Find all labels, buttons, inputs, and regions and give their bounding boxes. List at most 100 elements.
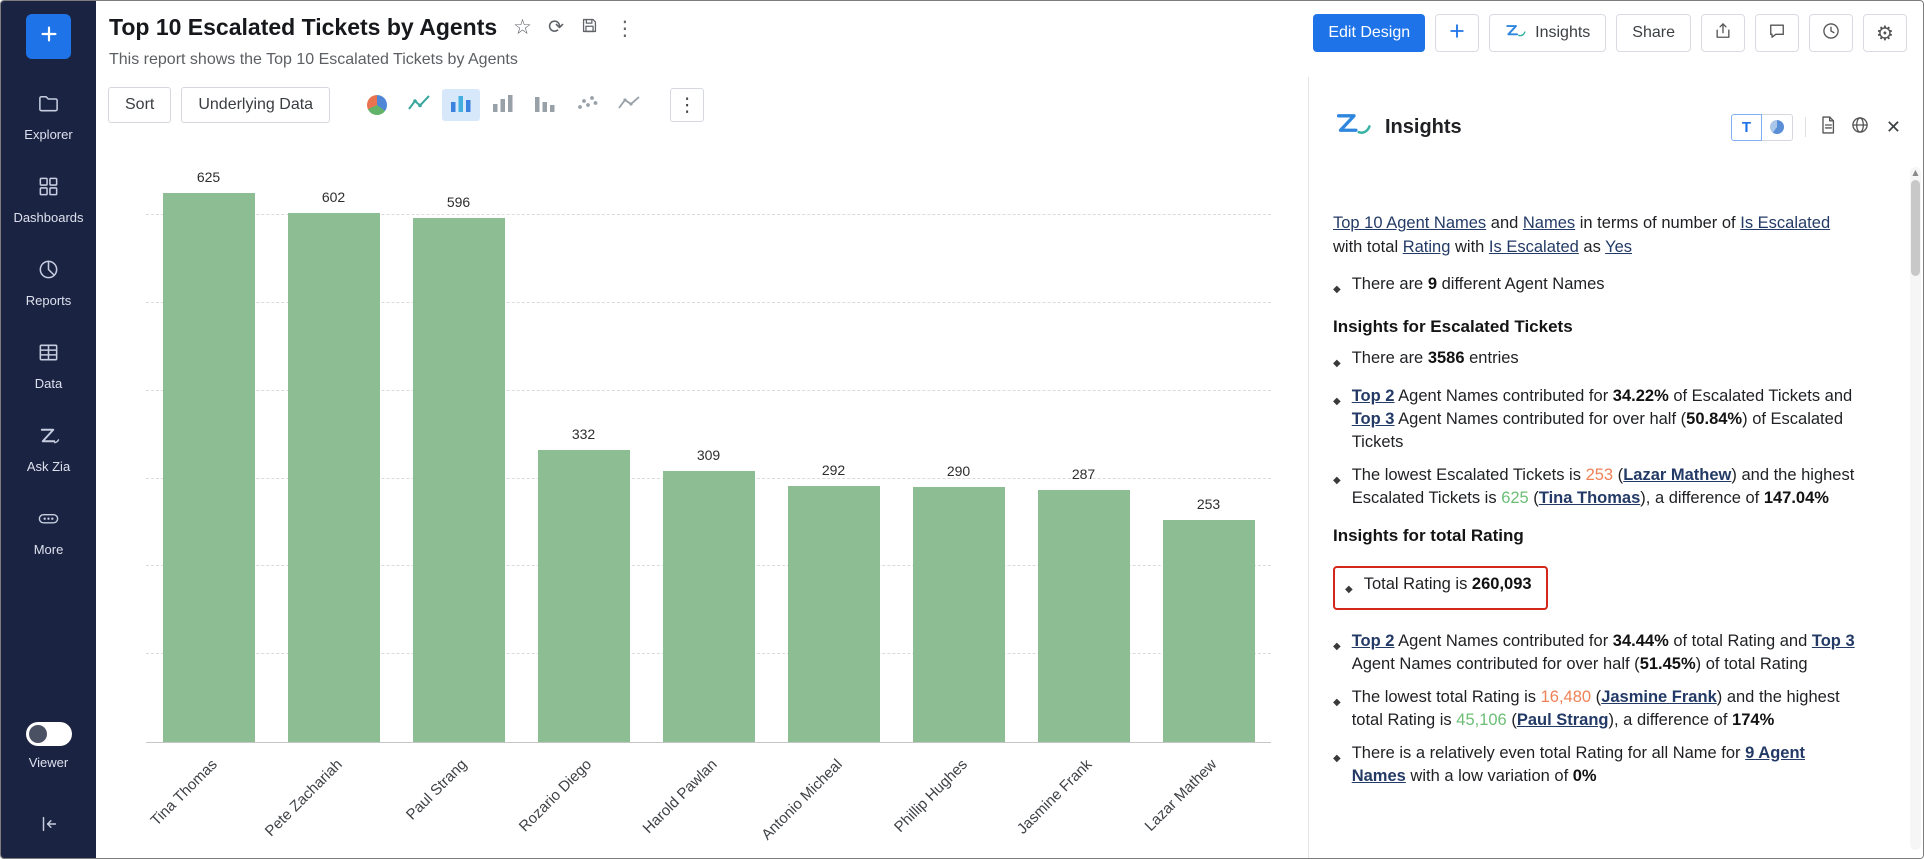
insight-link[interactable]: 9 Agent Names	[1351, 744, 1806, 785]
insight-bullet: ◆ Top 2 Agent Names contributed for 34.44…	[1333, 630, 1877, 676]
history-button[interactable]	[1809, 14, 1853, 52]
bar-slot: 309 Harold Pawlan	[640, 171, 771, 837]
save-button[interactable]	[580, 16, 599, 39]
chart-type-pie-button[interactable]	[358, 89, 396, 121]
chart-type-combo-button[interactable]	[610, 89, 648, 121]
insight-text: There are 3586 entries	[1352, 347, 1519, 375]
insights-button[interactable]: Insights	[1489, 14, 1607, 52]
insights-button-label: Insights	[1535, 24, 1591, 41]
bar-slot: 287 Jasmine Frank	[1014, 171, 1146, 838]
insight-link[interactable]: Yes	[1605, 238, 1633, 256]
favorite-button[interactable]: ☆	[513, 17, 532, 38]
insights-document-button[interactable]	[1818, 115, 1838, 140]
collapse-sidebar-button[interactable]	[1, 813, 96, 840]
underlying-data-button[interactable]: Underlying Data	[181, 87, 331, 123]
insight-link[interactable]: Jasmine Frank	[1601, 688, 1717, 706]
bar-slot: 332 Rozario Diego	[516, 171, 646, 835]
scrollbar-thumb[interactable]	[1911, 180, 1920, 276]
insight-link[interactable]: Names	[1522, 214, 1576, 232]
sidebar-item-ask-zia[interactable]: Ask Zia	[1, 424, 96, 474]
insight-link[interactable]: Tina Thomas	[1538, 489, 1641, 507]
stacked-bar-chart-icon	[533, 92, 557, 119]
export-button[interactable]	[1701, 14, 1745, 52]
insight-link[interactable]: Lazar Mathew	[1623, 466, 1732, 484]
sidebar-item-explorer[interactable]: Explorer	[1, 92, 96, 142]
insight-text-segment: Agent Names contributed for	[1394, 632, 1613, 650]
chart-type-line-button[interactable]	[400, 89, 438, 121]
edit-design-button[interactable]: Edit Design	[1313, 14, 1426, 52]
insight-link[interactable]: Top 2	[1351, 387, 1395, 405]
scrollbar[interactable]: ▲	[1910, 167, 1921, 850]
chart-type-bar-button[interactable]	[442, 89, 481, 121]
sidebar-item-reports[interactable]: Reports	[1, 258, 96, 308]
insight-link[interactable]: Is Escalated	[1488, 238, 1579, 256]
bullet-marker-icon: ◆	[1333, 697, 1341, 708]
bar[interactable]	[662, 470, 755, 742]
chart-type-scatter-button[interactable]	[568, 89, 606, 121]
bullet-marker-icon: ◆	[1333, 475, 1341, 486]
bar[interactable]	[412, 218, 505, 742]
comments-button[interactable]	[1755, 14, 1799, 52]
insight-section-heading: Insights for total Rating	[1333, 526, 1524, 545]
pie-chart-icon	[37, 258, 60, 286]
bar[interactable]	[162, 193, 255, 742]
insight-text: Top 10 Agent Names and Names in terms of…	[1333, 211, 1841, 259]
insights-body: Top 10 Agent Names and Names in terms of…	[1309, 181, 1907, 858]
insight-link[interactable]: Paul Strang	[1516, 711, 1609, 729]
sidebar-item-more[interactable]: More	[1, 507, 96, 557]
zia-logo-icon	[1333, 111, 1375, 143]
sidebar-item-data[interactable]: Data	[1, 341, 96, 391]
insight-link[interactable]: Top 3	[1351, 410, 1395, 428]
toolbar-more-menu-button[interactable]: ⋮	[670, 88, 705, 122]
insight-link[interactable]: Is Escalated	[1740, 214, 1831, 232]
insight-text-segment: ), a difference of	[1608, 711, 1733, 729]
insight-text-segment: ) of Escalated Tickets	[1351, 410, 1843, 451]
chart-type-stacked-bar-button[interactable]	[526, 89, 564, 121]
header-actions: Edit Design Insights Share	[1313, 14, 1907, 52]
pie-chart-icon	[1769, 120, 1784, 134]
insight-text-segment: 260,093	[1471, 575, 1532, 593]
insight-link[interactable]: Top 10 Agent Names	[1333, 214, 1487, 232]
add-button[interactable]	[1435, 14, 1480, 52]
insights-language-button[interactable]	[1850, 115, 1870, 140]
bar[interactable]	[287, 213, 380, 742]
sort-button[interactable]: Sort	[108, 87, 172, 123]
title-more-menu-button[interactable]: ⋮	[615, 18, 635, 38]
share-button[interactable]: Share	[1616, 14, 1691, 52]
bullet-marker-icon: ◆	[1333, 753, 1341, 764]
bar-value-label: 596	[446, 194, 471, 211]
bar[interactable]	[537, 450, 630, 742]
bar[interactable]	[787, 485, 880, 742]
insight-bullet: ◆ Top 2 Agent Names contributed for 34.22…	[1333, 385, 1877, 454]
scatter-chart-icon	[575, 92, 599, 119]
insight-text-segment: of Escalated Tickets and	[1668, 387, 1853, 405]
text-view-toggle-button[interactable]: T	[1730, 113, 1762, 141]
insight-text-segment: The lowest total Rating is	[1351, 688, 1541, 706]
bar[interactable]	[912, 487, 1005, 742]
x-axis-label: Lazar Mathew	[1141, 756, 1221, 835]
insight-text-segment: 45,106	[1456, 711, 1507, 729]
scroll-up-arrow-icon[interactable]: ▲	[1912, 168, 1919, 177]
settings-button[interactable]: ⚙	[1863, 14, 1907, 52]
chart-type-column-button[interactable]	[484, 89, 522, 121]
insight-text-segment: 16,480	[1540, 688, 1592, 706]
bar[interactable]	[1037, 489, 1130, 742]
x-axis-label: Phillip Hughes	[890, 756, 971, 836]
sidebar-item-dashboards[interactable]: Dashboards	[1, 175, 96, 225]
chart-view-toggle-button[interactable]	[1761, 113, 1793, 141]
viewer-toggle[interactable]	[25, 722, 72, 746]
report-toolbar: Sort Underlying Data	[108, 87, 705, 123]
bar-value-label: 292	[821, 461, 846, 478]
bar[interactable]	[1162, 519, 1255, 742]
insight-link[interactable]: Top 3	[1811, 632, 1855, 650]
insight-link[interactable]: Rating	[1402, 238, 1451, 256]
divider	[1804, 117, 1806, 137]
close-insights-button[interactable]: ✕	[1886, 117, 1901, 138]
refresh-button[interactable]: ⟳	[548, 18, 564, 37]
insight-text-segment: entries	[1464, 349, 1519, 367]
create-new-button[interactable]	[26, 14, 71, 59]
line-chart-icon	[407, 92, 431, 119]
history-clock-icon	[1821, 21, 1841, 46]
insight-link[interactable]: Top 2	[1351, 632, 1395, 650]
insight-bullet-highlighted: ◆ Total Rating is 260,093	[1333, 566, 1548, 610]
